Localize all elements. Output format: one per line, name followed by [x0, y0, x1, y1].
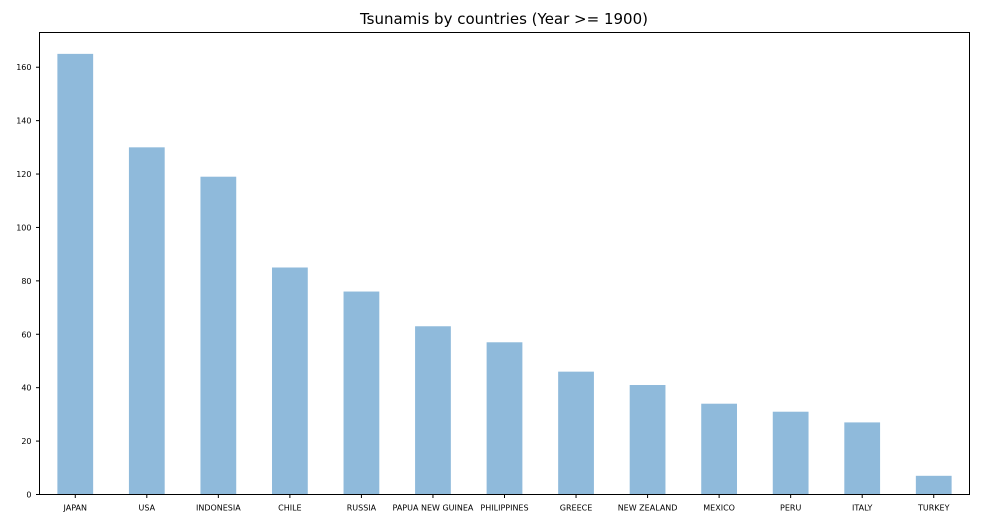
bar-usa	[128, 147, 165, 495]
x-tick-label: MEXICO	[703, 504, 735, 513]
chart-title: Tsunamis by countries (Year >= 1900)	[359, 10, 648, 28]
bar-turkey	[915, 475, 952, 495]
y-tick-label: 20	[21, 437, 31, 446]
x-tick-label: PHILIPPINES	[480, 504, 528, 513]
bar-new-zealand	[629, 385, 666, 495]
y-tick-label: 40	[21, 384, 31, 393]
x-tick-label: RUSSIA	[347, 504, 377, 513]
bar-italy	[844, 422, 881, 495]
x-tick-label: JAPAN	[63, 504, 87, 513]
x-tick-label: USA	[139, 504, 156, 513]
bars-layer	[57, 53, 952, 495]
bar-peru	[772, 411, 809, 495]
y-axis: 0 20 40 60 80 100 120 140 160	[16, 63, 40, 500]
x-tick-label: INDONESIA	[196, 504, 241, 513]
y-tick-label: 80	[21, 277, 31, 286]
bar-papua-new-guinea	[415, 326, 451, 495]
bar-mexico	[701, 403, 737, 495]
bar-chile	[272, 267, 308, 495]
x-tick-label: CHILE	[278, 504, 301, 513]
plot-frame	[39, 32, 970, 495]
x-tick-label: GREECE	[560, 504, 593, 513]
bar-indonesia	[200, 176, 237, 495]
x-tick-label: PAPUA NEW GUINEA	[393, 504, 474, 513]
bar-japan	[57, 53, 94, 495]
x-axis: JAPAN USA INDONESIA CHILE RUSSIA PAPUA NEW GU…	[63, 494, 950, 513]
x-tick-label: NEW ZEALAND	[618, 504, 678, 513]
x-tick-label: TURKEY	[917, 504, 950, 513]
x-tick-label: ITALY	[852, 504, 872, 513]
y-tick-label: 0	[26, 491, 31, 500]
y-tick-label: 160	[16, 63, 31, 72]
bar-philippines	[486, 342, 523, 495]
y-tick-label: 60	[21, 330, 31, 339]
y-tick-label: 100	[16, 223, 31, 232]
bar-greece	[558, 371, 594, 495]
x-tick-label: PERU	[780, 504, 801, 513]
y-tick-label: 140	[16, 117, 31, 126]
bar-russia	[343, 291, 380, 495]
y-tick-label: 120	[16, 170, 31, 179]
